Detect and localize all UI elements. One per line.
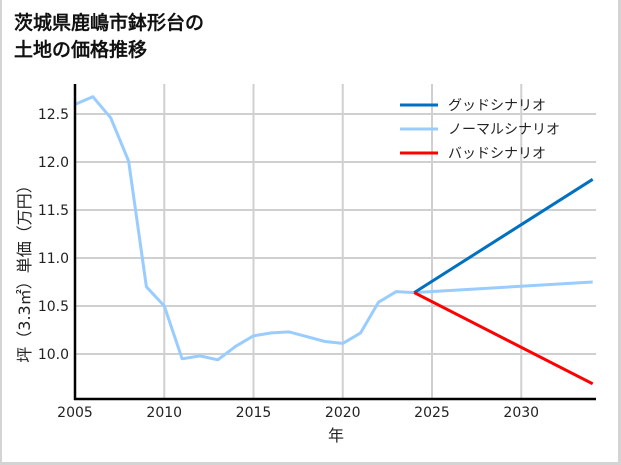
series-line <box>413 178 594 294</box>
y-tick-label: 12.5 <box>38 107 69 123</box>
x-axis-label: 年 <box>328 426 344 445</box>
y-tick-label: 11.0 <box>38 251 69 267</box>
x-tick-labels: 2005 2010 2015 2020 2025 2030 <box>57 405 539 421</box>
x-tick-label: 2025 <box>414 405 450 421</box>
axes <box>73 84 596 401</box>
series-line <box>413 291 594 386</box>
legend-label: ノーマルシナリオ <box>448 122 560 138</box>
x-tick-label: 2030 <box>503 405 539 421</box>
legend-label: バッドシナリオ <box>448 146 546 162</box>
y-tick-label: 10.0 <box>38 347 69 363</box>
x-tick-label: 2020 <box>325 405 361 421</box>
x-tick-label: 2010 <box>146 405 182 421</box>
x-tick-label: 2005 <box>57 405 93 421</box>
y-tick-label: 11.5 <box>38 203 69 219</box>
y-tick-label: 10.5 <box>38 299 69 315</box>
series-line <box>74 95 593 362</box>
data-lines <box>74 95 594 386</box>
x-tick-label: 2015 <box>236 405 272 421</box>
legend-label: グッドシナリオ <box>448 98 546 114</box>
y-axis-label: 坪（3.3㎡）単価（万円） <box>15 177 34 362</box>
y-tick-labels: 10.0 10.5 11.0 11.5 12.0 12.5 <box>38 107 69 363</box>
y-tick-label: 12.0 <box>38 155 69 171</box>
chart-title: 茨城県鹿嶋市鉢形台の 土地の価格推移 <box>14 12 205 61</box>
